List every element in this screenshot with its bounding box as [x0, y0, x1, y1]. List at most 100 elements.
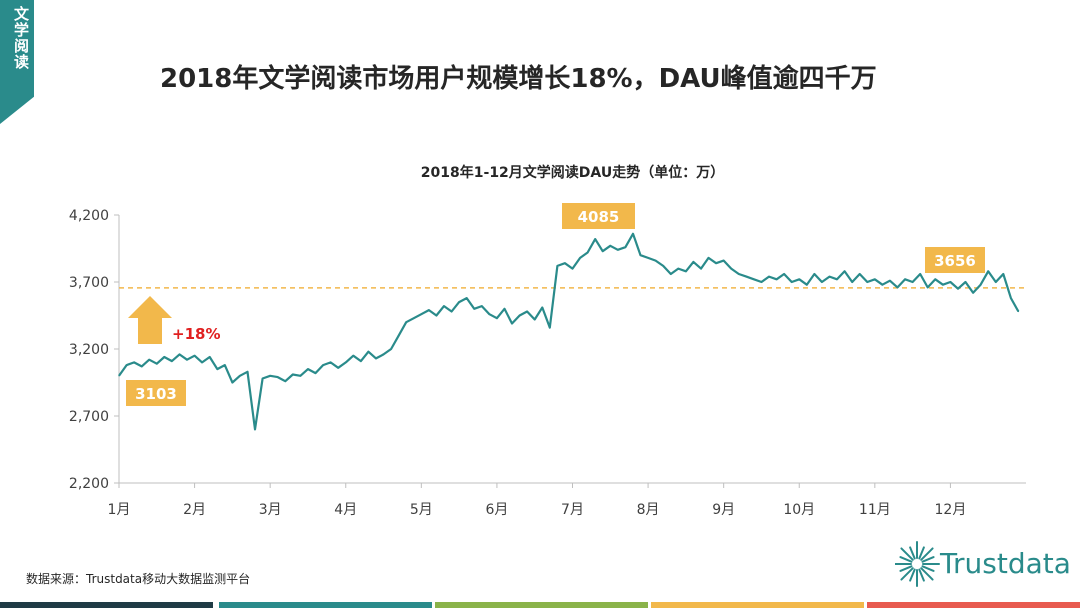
data-point	[972, 292, 974, 294]
data-point	[541, 306, 543, 309]
data-point	[337, 367, 339, 369]
data-point	[813, 273, 816, 275]
data-point	[949, 281, 952, 283]
data-point	[700, 268, 702, 270]
trustdata-logo: Trustdata	[894, 536, 1071, 592]
data-point	[874, 278, 876, 280]
data-point	[798, 278, 800, 280]
data-point	[564, 262, 566, 264]
y-tick-label: 2,200	[69, 476, 109, 492]
data-point	[209, 356, 211, 358]
data-point	[881, 284, 884, 286]
logo-text: Trustdata	[940, 547, 1071, 580]
x-tick-label: 9月	[712, 502, 735, 518]
data-point	[662, 265, 664, 267]
data-point	[435, 314, 437, 317]
bottom-bar-segment	[867, 602, 1080, 608]
data-point	[314, 372, 317, 374]
data-point	[647, 257, 649, 259]
data-point	[178, 353, 181, 355]
end-value-label-box	[925, 247, 985, 273]
data-point	[639, 254, 642, 256]
data-point	[163, 356, 165, 358]
data-point	[511, 322, 513, 325]
x-tick-label: 5月	[410, 502, 433, 518]
data-point	[133, 361, 135, 363]
data-point	[1017, 310, 1020, 313]
data-point	[194, 355, 196, 357]
data-point	[723, 260, 725, 262]
data-point	[889, 280, 891, 282]
data-point	[587, 251, 589, 254]
page-title: 2018年文学阅读市场用户规模增长18%，DAU峰值逾四千万	[160, 64, 877, 94]
data-point	[488, 313, 490, 315]
data-point	[322, 364, 324, 366]
data-point	[632, 233, 634, 235]
data-point	[995, 281, 997, 283]
data-point	[844, 270, 846, 272]
data-point	[791, 281, 793, 283]
data-point	[783, 273, 785, 275]
data-point	[912, 281, 914, 283]
data-point	[382, 353, 385, 355]
data-point	[594, 238, 596, 240]
y-tick-label: 4,200	[69, 208, 109, 224]
data-point	[398, 335, 400, 337]
data-point	[934, 278, 936, 280]
data-point	[216, 368, 218, 370]
data-point	[201, 361, 203, 363]
growth-arrow-icon	[128, 296, 172, 344]
start-value-label: 3103	[135, 385, 177, 403]
data-point	[126, 364, 128, 366]
data-point	[352, 355, 354, 357]
data-point	[519, 314, 521, 317]
data-point	[186, 359, 188, 361]
x-tick-label: 2月	[183, 502, 206, 518]
data-point	[405, 321, 407, 323]
data-point	[692, 261, 695, 263]
bottom-bar-segment	[219, 602, 432, 608]
data-point	[670, 273, 672, 275]
bottom-bar-segment	[651, 602, 864, 608]
data-point	[277, 376, 279, 378]
data-point	[496, 317, 498, 319]
data-point	[360, 360, 362, 362]
data-point	[118, 375, 120, 377]
x-tick-label: 1月	[108, 502, 131, 518]
data-point	[942, 284, 944, 286]
data-point	[617, 249, 619, 251]
data-point	[549, 327, 551, 329]
data-point	[466, 297, 468, 299]
data-point	[776, 278, 778, 280]
data-point	[224, 364, 226, 366]
data-point	[957, 288, 959, 290]
data-point	[828, 276, 831, 278]
peak-value-label: 4085	[578, 208, 620, 226]
data-point	[768, 276, 770, 278]
data-point	[760, 281, 763, 283]
data-point	[738, 273, 740, 275]
start-value-label-box	[126, 380, 186, 406]
y-tick-label: 3,700	[69, 275, 109, 291]
data-point	[624, 246, 627, 248]
x-tick-label: 3月	[259, 502, 282, 518]
y-tick-label: 3,200	[69, 342, 109, 358]
data-point	[390, 348, 392, 350]
data-point	[254, 428, 256, 430]
dau-series-line	[118, 232, 1020, 431]
section-tag-label: 文学阅读	[12, 6, 30, 70]
data-point	[1002, 273, 1004, 275]
data-point	[730, 268, 732, 270]
data-point	[987, 270, 989, 272]
data-point	[851, 281, 853, 283]
data-point	[246, 371, 249, 373]
data-point	[367, 351, 369, 353]
data-point	[556, 265, 559, 267]
data-point	[526, 310, 528, 313]
x-tick-label: 7月	[561, 502, 584, 518]
data-point	[292, 373, 294, 376]
x-tick-label: 10月	[783, 502, 815, 518]
bottom-bar-segment	[435, 602, 648, 608]
data-point	[685, 270, 687, 272]
data-point	[1010, 297, 1012, 299]
